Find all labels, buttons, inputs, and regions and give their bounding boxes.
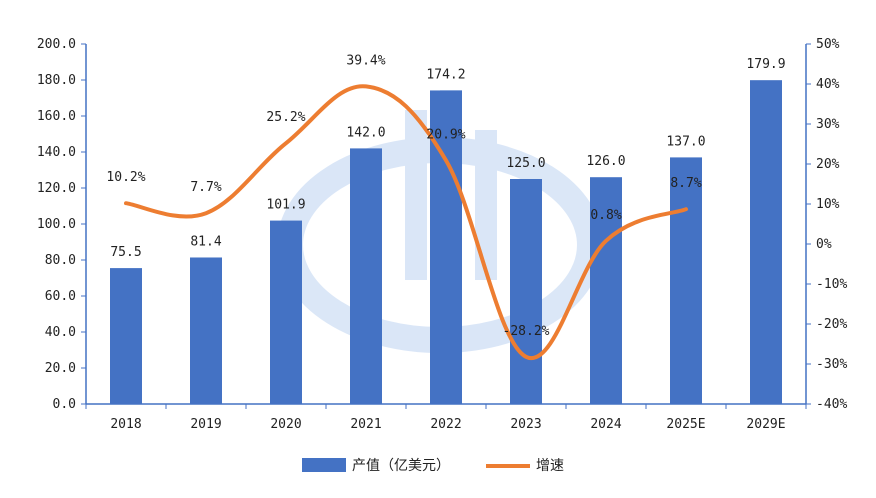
legend-label-bar: 产值（亿美元）: [352, 458, 450, 474]
left-tick-label: 0.0: [53, 397, 76, 412]
bar-2025E: [670, 157, 702, 404]
bar-value-label: 142.0: [346, 125, 385, 140]
left-tick-label: 80.0: [45, 253, 76, 268]
right-tick-label: 0%: [816, 237, 832, 252]
growth-value-label: 10.2%: [106, 170, 145, 185]
legend-label-line: 增速: [536, 458, 564, 474]
x-tick-label: 2025E: [666, 417, 705, 432]
left-tick-label: 200.0: [37, 37, 76, 52]
bar-2021: [350, 148, 382, 404]
right-tick-label: -10%: [816, 277, 847, 292]
growth-value-label: 20.9%: [426, 127, 465, 142]
x-tick-label: 2021: [350, 417, 381, 432]
growth-value-label: 0.8%: [590, 208, 621, 223]
bar-2019: [190, 257, 222, 404]
left-tick-label: 100.0: [37, 217, 76, 232]
bar-2020: [270, 220, 302, 404]
growth-value-label: 7.7%: [190, 180, 221, 195]
left-tick-label: 160.0: [37, 109, 76, 124]
right-tick-label: 40%: [816, 77, 840, 92]
growth-line: [124, 84, 688, 361]
x-tick-label: 2018: [110, 417, 141, 432]
right-tick-label: 10%: [816, 197, 840, 212]
growth-value-label: 8.7%: [670, 176, 701, 191]
legend: 产值（亿美元） 增速: [302, 458, 564, 474]
x-tick-label: 2024: [590, 417, 621, 432]
x-tick-label: 2029E: [746, 417, 785, 432]
bar-2018: [110, 268, 142, 404]
right-tick-label: 30%: [816, 117, 840, 132]
growth-line-group: [124, 84, 688, 361]
bar-value-label: 81.4: [190, 234, 221, 249]
legend-swatch-bar: [302, 458, 346, 472]
bar-2029E: [750, 80, 782, 405]
right-tick-label: 50%: [816, 37, 840, 52]
bar-value-label: 101.9: [266, 198, 305, 213]
left-tick-label: 180.0: [37, 73, 76, 88]
x-tick-label: 2022: [430, 417, 461, 432]
bar-2023: [510, 179, 542, 404]
left-tick-label: 20.0: [45, 361, 76, 376]
growth-value-label: 25.2%: [266, 110, 305, 125]
bars-group: [110, 80, 782, 405]
left-tick-label: 60.0: [45, 289, 76, 304]
growth-value-label: 39.4%: [346, 53, 385, 68]
bar-value-label: 137.0: [666, 134, 705, 149]
bar-value-label: 125.0: [506, 156, 545, 171]
right-tick-label: -20%: [816, 317, 847, 332]
left-tick-label: 140.0: [37, 145, 76, 160]
bar-value-label: 126.0: [586, 154, 625, 169]
bar-value-label: 174.2: [426, 67, 465, 82]
right-tick-label: -40%: [816, 397, 847, 412]
left-tick-label: 40.0: [45, 325, 76, 340]
bar-2024: [590, 177, 622, 404]
growth-value-label: -28.2%: [503, 324, 550, 339]
left-tick-label: 120.0: [37, 181, 76, 196]
x-tick-label: 2019: [190, 417, 221, 432]
x-tick-label: 2023: [510, 417, 541, 432]
bar-value-label: 179.9: [746, 57, 785, 72]
data-labels-group: 75.5 81.4 101.9 142.0 174.2 125.0 126.0 137.0 17…: [106, 53, 785, 338]
x-tick-label: 2020: [270, 417, 301, 432]
right-tick-label: -30%: [816, 357, 847, 372]
bar-value-label: 75.5: [110, 245, 141, 260]
right-tick-label: 20%: [816, 157, 840, 172]
